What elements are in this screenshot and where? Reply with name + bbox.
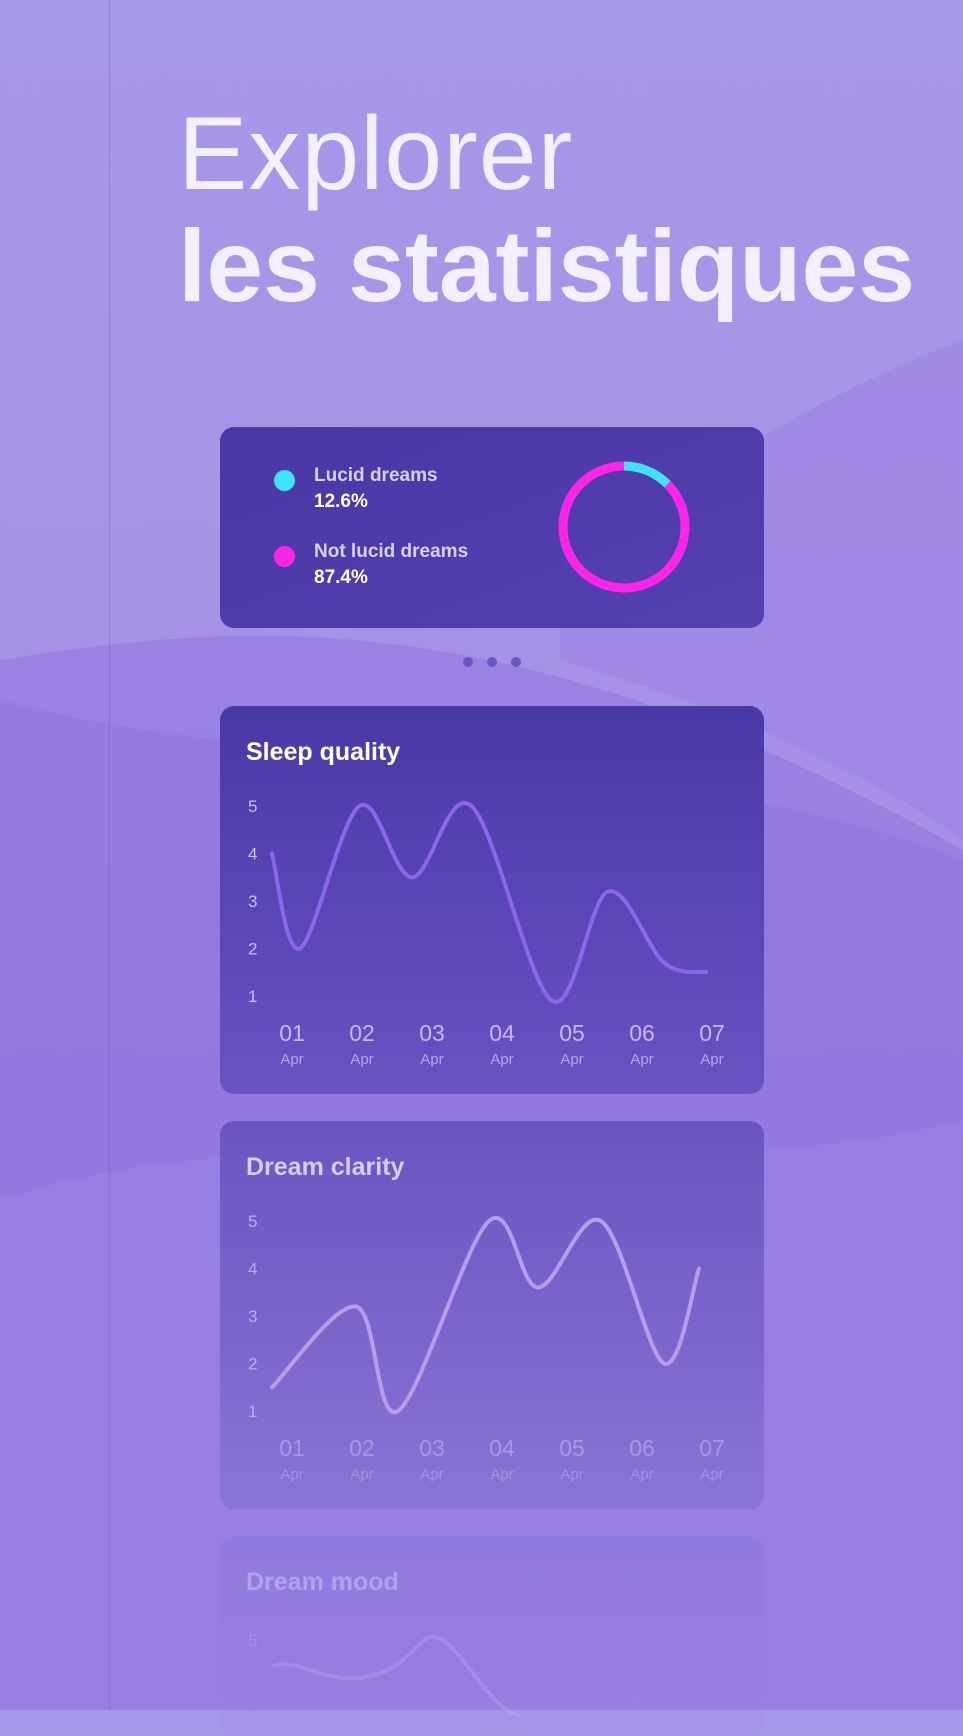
lucid-dot-icon [274,470,295,491]
x-tick-day: 07 [699,1435,725,1461]
dream-donut-chart [558,461,690,593]
legend-value-lucid: 12.6% [314,491,368,512]
y-tick-label: 5 [248,797,257,816]
x-tick-day: 06 [629,1435,655,1461]
x-tick-day: 01 [279,1435,305,1461]
x-tick-day: 03 [419,1435,445,1461]
x-tick-month: Apr [350,1466,373,1483]
not-lucid-dot-icon [274,546,295,567]
dream-mood-title: Dream mood [246,1568,399,1596]
x-tick-month: Apr [420,1466,443,1483]
dream-clarity-chart: 1 2 3 4 5 01 Apr 02 Apr 03 Apr 04 Apr 05 Apr 06 Apr 07 Apr [248,1212,725,1483]
y-tick-label: 3 [248,892,257,911]
x-tick-day: 04 [489,1020,515,1046]
dream-summary-card[interactable]: Lucid dreams 12.6% Not lucid dreams 87.4… [220,427,764,628]
dream-mood-chart: 5 [248,1631,521,1718]
hero-title-line1: Explorer [178,96,574,212]
legend-label-not-lucid: Not lucid dreams [314,541,469,562]
series-line [270,1215,701,1415]
x-tick-day: 02 [349,1435,375,1461]
page-dot[interactable] [487,657,497,667]
x-tick-month: Apr [630,1466,653,1483]
y-tick-label: 5 [248,1631,257,1650]
dream-mood-card[interactable]: Dream mood 5 [220,1536,764,1736]
y-tick-label: 5 [248,1212,257,1231]
series-line [271,1634,521,1718]
dream-clarity-title: Dream clarity [246,1153,405,1181]
x-tick-day: 05 [559,1020,585,1046]
dream-clarity-card[interactable]: Dream clarity 1 2 3 4 5 01 Apr 02 Apr 03 Apr 04 Apr 0… [220,1121,764,1509]
x-tick-day: 07 [699,1020,725,1046]
x-tick-day: 02 [349,1020,375,1046]
x-tick-month: Apr [490,1466,513,1483]
sleep-quality-chart: 1 2 3 4 5 01 Apr 02 Apr 03 Apr 04 Apr 05 Apr 06 Apr 07 Apr [248,797,725,1068]
donut-slice-lucid [558,461,690,593]
y-tick-label: 1 [248,987,257,1006]
hero-title: Explorer les statistiques [178,96,915,320]
guide-line [109,0,110,1710]
page-dot[interactable] [463,657,473,667]
x-tick-day: 06 [629,1020,655,1046]
legend-label-lucid: Lucid dreams [314,465,438,486]
y-tick-label: 3 [248,1307,257,1326]
sleep-quality-title: Sleep quality [246,738,401,766]
y-tick-label: 4 [248,1260,257,1279]
x-tick-month: Apr [560,1051,583,1068]
sleep-quality-card[interactable]: Sleep quality 1 2 3 4 5 01 Apr 02 Apr 03 Apr 04 Apr 0… [220,706,764,1094]
legend-value-not-lucid: 87.4% [314,567,368,588]
x-tick-month: Apr [420,1051,443,1068]
series-line [270,801,708,1004]
x-tick-day: 03 [419,1020,445,1046]
x-tick-day: 04 [489,1435,515,1461]
y-tick-label: 2 [248,940,257,959]
x-tick-month: Apr [700,1466,723,1483]
x-tick-month: Apr [280,1051,303,1068]
x-tick-month: Apr [350,1051,373,1068]
hero-title-line2: les statistiques [178,209,915,323]
page-indicator[interactable] [459,655,521,669]
x-tick-day: 01 [279,1020,305,1046]
x-tick-month: Apr [630,1051,653,1068]
x-tick-month: Apr [700,1051,723,1068]
x-tick-month: Apr [280,1466,303,1483]
x-tick-month: Apr [490,1051,513,1068]
page-dot[interactable] [511,657,521,667]
y-tick-label: 4 [248,845,257,864]
x-tick-month: Apr [560,1466,583,1483]
y-tick-label: 1 [248,1402,257,1421]
x-tick-day: 05 [559,1435,585,1461]
y-tick-label: 2 [248,1355,257,1374]
